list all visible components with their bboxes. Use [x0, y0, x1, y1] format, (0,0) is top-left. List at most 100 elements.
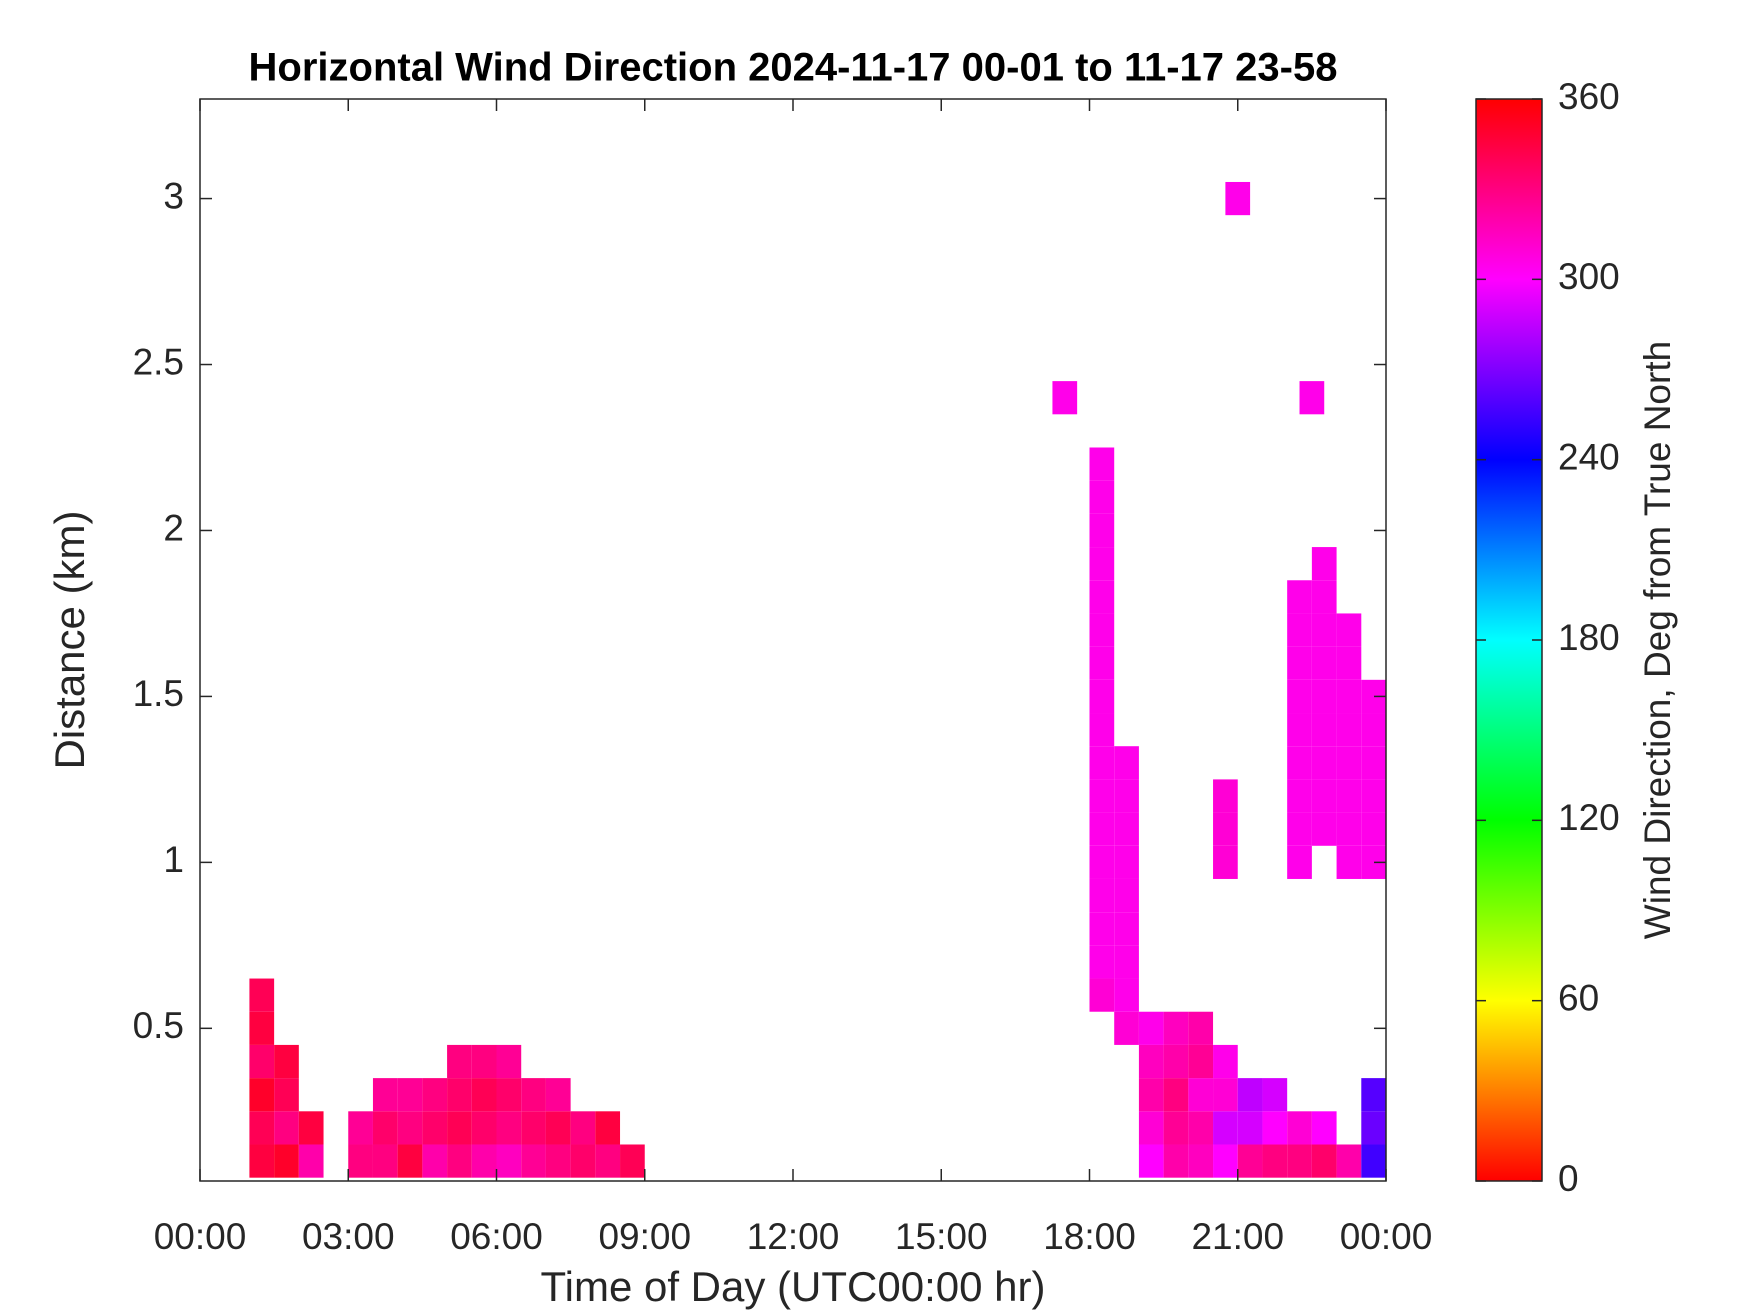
heatmap-cell	[496, 1144, 522, 1178]
x-axis-label: Time of Day (UTC00:00 hr)	[541, 1263, 1046, 1310]
heatmap-cell	[1114, 1011, 1139, 1045]
colorbar-tick-label: 360	[1558, 76, 1620, 117]
heatmap-cell	[1138, 1044, 1164, 1079]
heatmap-cell	[1361, 1078, 1386, 1112]
heatmap-cell	[1213, 1144, 1238, 1178]
heatmap-cell	[1287, 779, 1312, 813]
heatmap-cell	[545, 1078, 571, 1112]
heatmap-cell	[372, 1144, 398, 1178]
x-tick-label: 12:00	[747, 1216, 840, 1257]
heatmap-cell	[1188, 1144, 1214, 1178]
y-tick-label: 1	[163, 839, 184, 880]
colorbar	[1476, 99, 1542, 1181]
heatmap-cell	[620, 1144, 645, 1178]
heatmap-cell	[1089, 679, 1115, 714]
heatmap-cell	[1089, 945, 1115, 979]
heatmap-cell	[1114, 912, 1139, 946]
colorbar-label: Wind Direction, Deg from True North	[1637, 341, 1678, 939]
heatmap-cell	[1138, 1078, 1164, 1112]
heatmap-cell	[471, 1078, 497, 1112]
heatmap-cell	[1361, 713, 1386, 747]
y-tick-label: 2.5	[133, 341, 184, 382]
heatmap-cell	[1089, 447, 1115, 481]
heatmap-cell	[1114, 945, 1139, 979]
heatmap-cell	[1262, 1144, 1288, 1178]
heatmap-cell	[249, 1078, 275, 1112]
heatmap-cell	[397, 1144, 423, 1178]
heatmap-cell	[1163, 1078, 1189, 1112]
heatmap-cell	[1361, 1144, 1386, 1178]
heatmap-cell	[521, 1111, 546, 1145]
heatmap-cell	[1089, 878, 1115, 913]
colorbar-tick-label: 180	[1558, 617, 1620, 658]
heatmap-cell	[1287, 580, 1312, 614]
y-tick-label: 2	[163, 507, 184, 548]
heatmap-cell	[1287, 812, 1312, 846]
heatmap-cell	[1213, 779, 1238, 813]
heatmap-cell	[1163, 1011, 1189, 1045]
heatmap-cell	[1225, 181, 1251, 216]
heatmap-cell	[1188, 1011, 1214, 1045]
colorbar-tick-label: 60	[1558, 977, 1599, 1018]
heatmap-cell	[1089, 580, 1115, 614]
heatmap-cell	[1262, 1111, 1288, 1145]
heatmap-cell	[1287, 613, 1312, 647]
heatmap-cell	[1138, 1144, 1164, 1178]
heatmap-cell	[348, 1111, 373, 1145]
heatmap-cell	[1089, 480, 1115, 514]
heatmap-cell	[298, 1144, 324, 1178]
heatmap-cell	[1188, 1044, 1214, 1079]
heatmap-cell	[422, 1111, 448, 1145]
heatmap-cell	[372, 1111, 398, 1145]
heatmap-cell	[1188, 1111, 1214, 1145]
heatmap-cell	[1163, 1111, 1189, 1145]
heatmap-cell	[249, 1111, 275, 1145]
heatmap-cell	[1311, 779, 1337, 813]
x-tick-label: 18:00	[1043, 1216, 1136, 1257]
heatmap-cell	[1188, 1078, 1214, 1112]
heatmap-cell	[249, 1144, 275, 1178]
heatmap-cell	[1311, 580, 1337, 614]
heatmap-cell	[249, 1011, 275, 1045]
heatmap-cell	[249, 978, 275, 1012]
heatmap-cell	[1311, 746, 1337, 780]
heatmap-cell	[496, 1111, 522, 1145]
heatmap-cell	[1311, 679, 1337, 714]
heatmap-cell	[1262, 1078, 1288, 1112]
colorbar-tick-label: 300	[1558, 256, 1620, 297]
heatmap-cell	[298, 1111, 324, 1145]
x-tick-label: 03:00	[302, 1216, 395, 1257]
heatmap-cell	[1089, 646, 1115, 680]
heatmap-cell	[1089, 779, 1115, 813]
heatmap-cell	[545, 1111, 571, 1145]
x-tick-label: 21:00	[1191, 1216, 1284, 1257]
heatmap-cell	[447, 1144, 472, 1178]
heatmap-cell	[1287, 713, 1312, 747]
heatmap-cell	[422, 1144, 448, 1178]
x-tick-label: 09:00	[598, 1216, 691, 1257]
heatmap-cell	[249, 1044, 275, 1079]
colorbar-tick-label: 240	[1558, 436, 1620, 477]
y-tick-label: 1.5	[133, 673, 184, 714]
heatmap-cell	[521, 1144, 546, 1178]
heatmap-cell	[1287, 1111, 1312, 1145]
heatmap-cell	[496, 1044, 522, 1079]
heatmap-cell	[274, 1078, 299, 1112]
heatmap-cell	[521, 1078, 546, 1112]
heatmap-cell	[1213, 1078, 1238, 1112]
heatmap-cell	[1336, 679, 1362, 714]
heatmap-cell	[447, 1044, 472, 1079]
heatmap-cell	[348, 1144, 373, 1178]
heatmap-cell	[397, 1111, 423, 1145]
heatmap-cell	[1287, 646, 1312, 680]
heatmap-cell	[1089, 912, 1115, 946]
heatmap-cell	[1336, 1144, 1362, 1178]
heatmap-cell	[372, 1078, 398, 1112]
heatmap-cell	[570, 1144, 596, 1178]
x-tick-label: 15:00	[895, 1216, 988, 1257]
heatmap-cell	[1089, 547, 1115, 581]
heatmap-cell	[1336, 746, 1362, 780]
heatmap-cell	[1336, 646, 1362, 680]
heatmap-cell	[274, 1044, 299, 1079]
